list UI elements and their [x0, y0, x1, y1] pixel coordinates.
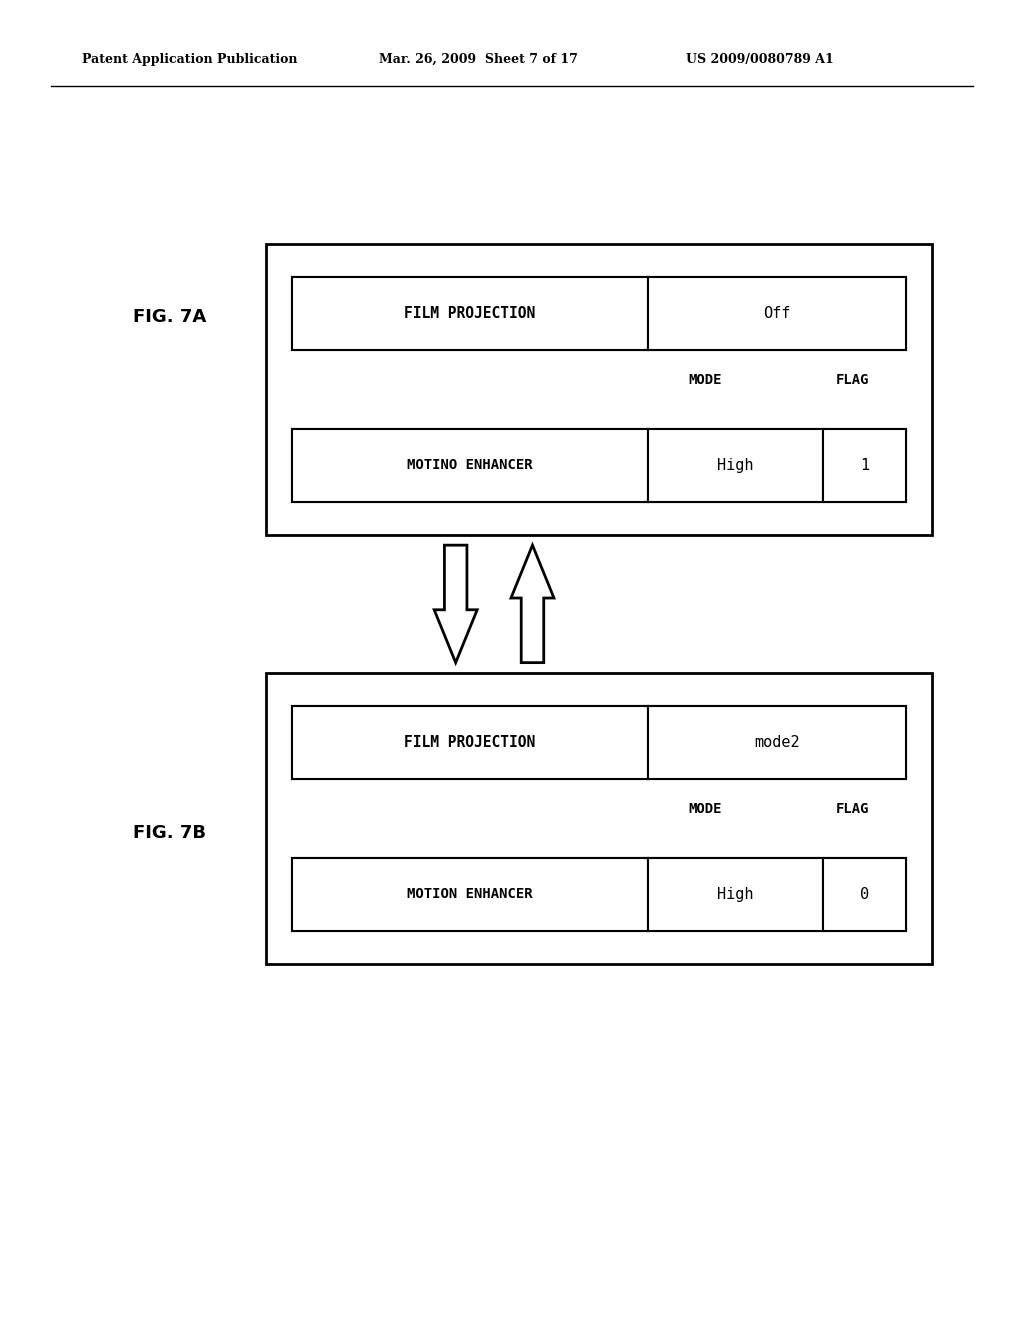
Text: High: High: [718, 887, 754, 902]
Text: MODE: MODE: [688, 803, 722, 816]
Text: Patent Application Publication: Patent Application Publication: [82, 53, 297, 66]
Text: MODE: MODE: [688, 374, 722, 387]
Polygon shape: [511, 545, 554, 663]
Text: FIG. 7B: FIG. 7B: [133, 824, 206, 842]
Text: High: High: [718, 458, 754, 473]
Text: MOTION ENHANCER: MOTION ENHANCER: [408, 887, 532, 902]
Text: FIG. 7A: FIG. 7A: [133, 308, 207, 326]
Text: FILM PROJECTION: FILM PROJECTION: [404, 306, 536, 321]
Bar: [292, 277, 906, 350]
Bar: [292, 429, 648, 502]
Bar: [823, 858, 906, 931]
Bar: [292, 706, 906, 779]
Text: 0: 0: [860, 887, 869, 902]
Bar: [648, 706, 906, 779]
Bar: [648, 858, 823, 931]
Bar: [266, 673, 932, 964]
Text: mode2: mode2: [755, 735, 800, 750]
Bar: [292, 277, 648, 350]
Bar: [292, 706, 648, 779]
Text: Mar. 26, 2009  Sheet 7 of 17: Mar. 26, 2009 Sheet 7 of 17: [379, 53, 578, 66]
Text: MOTINO ENHANCER: MOTINO ENHANCER: [408, 458, 532, 473]
Bar: [648, 277, 906, 350]
Bar: [266, 244, 932, 535]
Text: FLAG: FLAG: [836, 374, 869, 387]
Text: FILM PROJECTION: FILM PROJECTION: [404, 735, 536, 750]
Text: US 2009/0080789 A1: US 2009/0080789 A1: [686, 53, 834, 66]
Text: Off: Off: [764, 306, 791, 321]
Text: 1: 1: [860, 458, 869, 473]
Bar: [648, 429, 823, 502]
Bar: [292, 429, 906, 502]
Bar: [292, 858, 906, 931]
Text: FLAG: FLAG: [836, 803, 869, 816]
Bar: [823, 429, 906, 502]
Polygon shape: [434, 545, 477, 663]
Bar: [292, 858, 648, 931]
